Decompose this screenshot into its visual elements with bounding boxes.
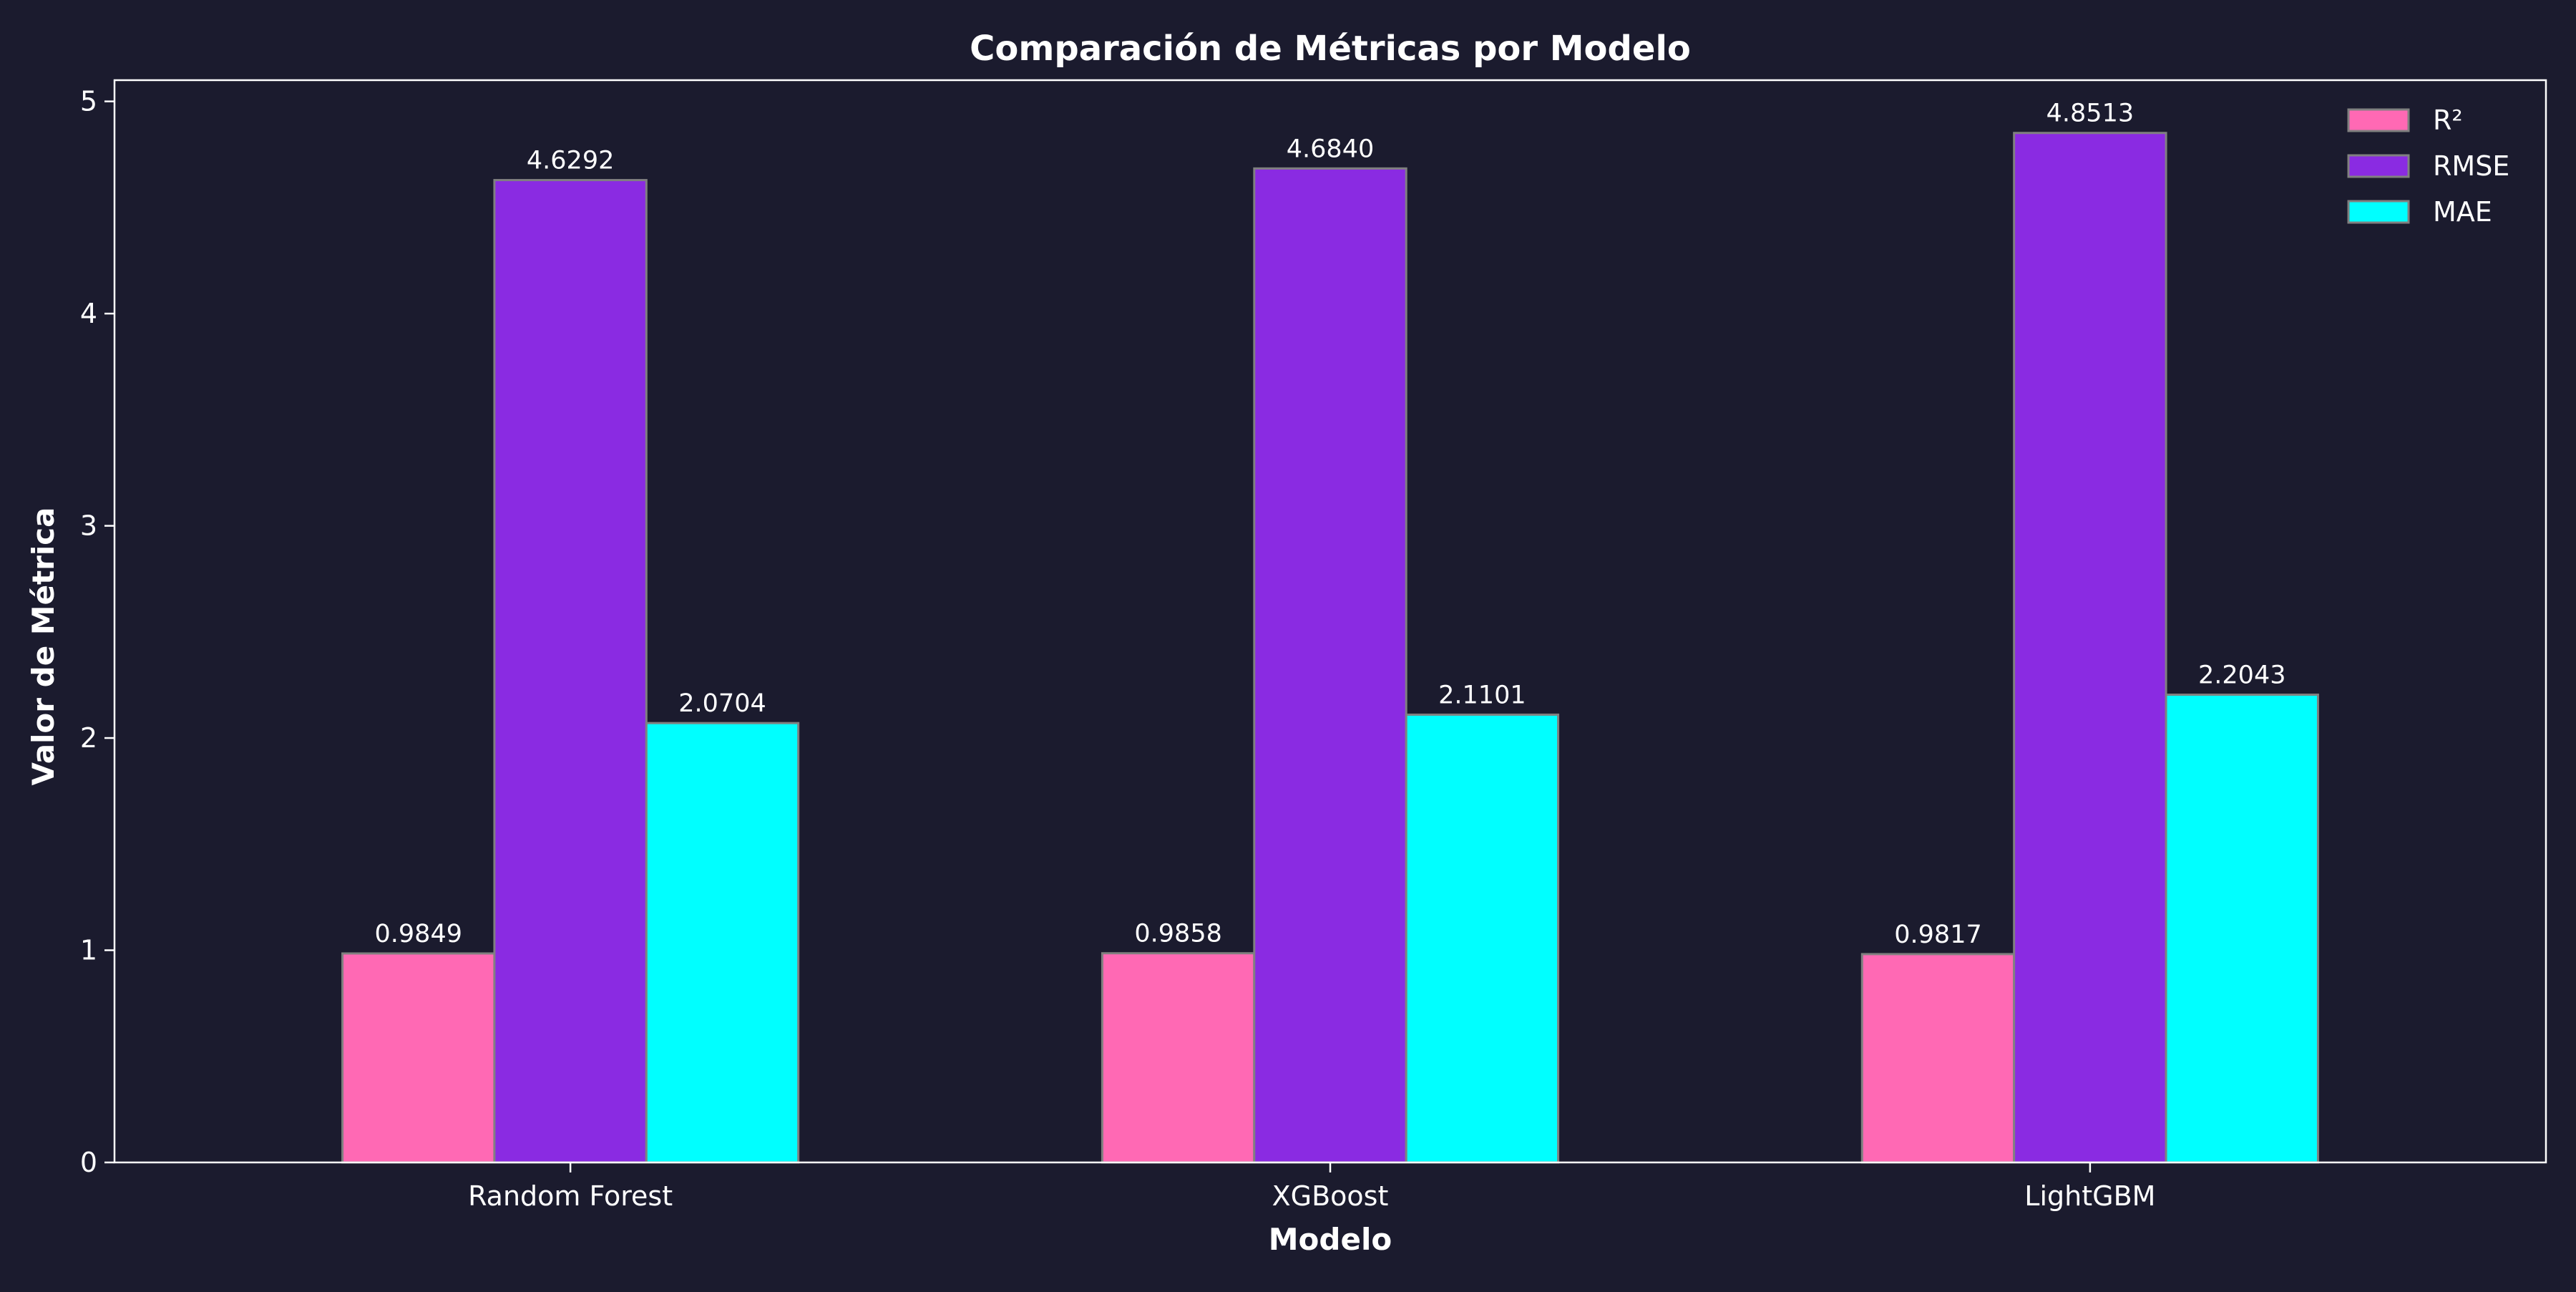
y-tick-label: 5 xyxy=(80,86,97,117)
bar-value-label: 4.6840 xyxy=(1287,135,1374,163)
y-tick-label: 1 xyxy=(80,935,97,966)
bar-value-label: 2.2043 xyxy=(2198,661,2285,689)
y-tick-label: 2 xyxy=(80,722,97,754)
legend-swatch-RMSE xyxy=(2347,154,2410,178)
legend-swatch-MAE xyxy=(2347,200,2410,224)
bar-value-label: 2.1101 xyxy=(1438,681,1526,709)
x-axis-title: Modelo xyxy=(1269,1222,1392,1257)
bar-R²-LightGBM xyxy=(1860,953,2016,1164)
plot-frame xyxy=(113,79,2547,1164)
legend-swatch-R² xyxy=(2347,108,2410,132)
bar-MAE-XGBoost xyxy=(1405,713,1560,1164)
bar-RMSE-Random Forest xyxy=(493,179,648,1164)
x-tick-label: XGBoost xyxy=(1272,1180,1389,1212)
bar-value-label: 2.0704 xyxy=(678,689,766,718)
x-tick-label: Random Forest xyxy=(468,1180,673,1212)
legend-label: R² xyxy=(2433,105,2463,136)
bar-R²-XGBoost xyxy=(1101,952,1256,1164)
x-tick-label: LightGBM xyxy=(2024,1180,2155,1212)
bar-value-label: 0.9849 xyxy=(375,920,462,948)
bar-value-label: 0.9817 xyxy=(1894,921,1981,949)
y-tick-label: 3 xyxy=(80,510,97,542)
y-axis-title: Valor de Métrica xyxy=(26,507,61,785)
bar-R²-Random Forest xyxy=(341,952,496,1164)
bar-value-label: 4.8513 xyxy=(2046,99,2134,128)
bar-RMSE-LightGBM xyxy=(2013,132,2167,1164)
bars-layer xyxy=(341,132,2319,1164)
bar-MAE-Random Forest xyxy=(645,722,800,1164)
legend-label: MAE xyxy=(2433,196,2492,228)
y-tick-label: 0 xyxy=(80,1147,97,1178)
data-labels-layer: 0.9849 0.9858 0.9817 4.6292 4.6840 4.8513 2.07… xyxy=(375,99,2286,949)
bar-value-label: 0.9858 xyxy=(1134,920,1221,948)
y-tick-label: 4 xyxy=(80,298,97,329)
ticks-layer: 0 1 2 3 4 5 Random Forest XGBoost LightGBM xyxy=(80,86,2156,1212)
bar-MAE-LightGBM xyxy=(2165,693,2319,1164)
bar-value-label: 4.6292 xyxy=(527,147,614,175)
chart-title: Comparación de Métricas por Modelo xyxy=(970,29,1691,69)
bar-RMSE-XGBoost xyxy=(1253,167,1407,1164)
legend-label: RMSE xyxy=(2433,150,2509,182)
legend: R² RMSE MAE xyxy=(2347,105,2509,228)
